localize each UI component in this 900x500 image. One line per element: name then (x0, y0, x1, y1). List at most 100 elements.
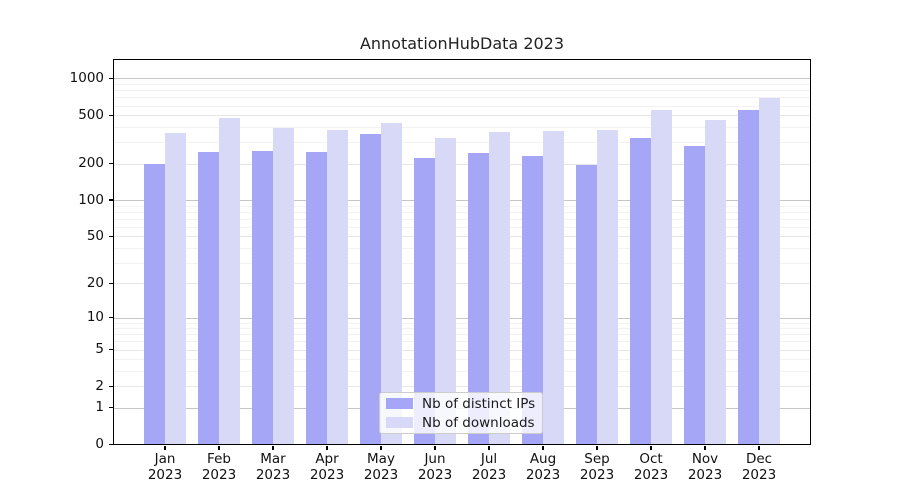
x-tick-label-feb: Feb 2023 (187, 451, 251, 483)
gridline-minor (113, 142, 811, 144)
x-tick-mark-jan (164, 445, 166, 450)
x-tick-label-month: Sep (584, 451, 610, 467)
x-tick-label-month: Jul (480, 451, 498, 467)
bar-aug-downloads (542, 131, 564, 445)
y-tick-mark-100 (108, 199, 114, 201)
gridline-minor (113, 126, 811, 128)
gridline-minor (113, 262, 811, 264)
bar-jun-downloads (434, 137, 456, 445)
x-tick-mark-mar (272, 445, 274, 450)
gridline-major-5 (113, 349, 811, 351)
x-tick-mark-jun (434, 445, 436, 450)
y-tick-mark-1000 (108, 77, 114, 79)
x-tick-mark-aug (542, 445, 544, 450)
gridline-major-200 (113, 163, 811, 165)
x-tick-label-year: 2023 (309, 467, 345, 483)
x-tick-label-month: Jun (424, 451, 446, 467)
y-tick-label-50: 50 (86, 227, 104, 244)
x-tick-label-year: 2023 (471, 467, 507, 483)
bar-apr-downloads (326, 130, 348, 445)
x-tick-label-year: 2023 (687, 467, 723, 483)
y-tick-mark-200 (108, 162, 114, 165)
y-tick-label-5: 5 (95, 341, 104, 358)
gridline-major-10 (113, 317, 811, 319)
gridline-minor (113, 90, 811, 92)
gridline-minor (113, 322, 811, 324)
y-tick-label-10: 10 (86, 309, 104, 325)
gridline-minor (113, 247, 811, 249)
bar-jan-distinct-ips (143, 163, 165, 445)
x-tick-label-nov: Nov 2023 (673, 451, 737, 483)
bar-aug-distinct-ips (521, 156, 543, 445)
y-tick-mark-1 (108, 407, 114, 409)
x-tick-mark-dec (758, 445, 760, 450)
x-tick-label-year: 2023 (417, 467, 453, 483)
y-tick-mark-0 (108, 443, 114, 446)
bar-mar-distinct-ips (251, 151, 273, 445)
gridline-minor (113, 205, 811, 207)
gridline-major-500 (113, 115, 811, 117)
y-tick-mark-500 (108, 114, 114, 116)
bar-apr-distinct-ips (305, 151, 327, 445)
x-tick-label-year: 2023 (363, 467, 399, 483)
legend-label-downloads: Nb of downloads (422, 414, 535, 431)
y-tick-label-2: 2 (95, 377, 104, 394)
gridline-minor (113, 84, 811, 85)
bar-may-downloads (380, 122, 402, 445)
gridline-minor (113, 97, 811, 99)
x-tick-label-year: 2023 (255, 467, 291, 483)
y-tick-label-20: 20 (86, 274, 104, 291)
x-tick-label-month: Apr (315, 451, 339, 467)
gridline-minor (113, 226, 811, 228)
plot-area (113, 59, 811, 445)
bar-mar-downloads (272, 128, 294, 445)
x-tick-label-apr: Apr 2023 (295, 451, 359, 483)
bar-sep-distinct-ips (575, 164, 597, 445)
x-tick-label-may: May 2023 (349, 451, 413, 483)
y-tick-label-100: 100 (78, 191, 104, 208)
y-tick-mark-2 (108, 385, 114, 387)
y-tick-mark-20 (108, 282, 114, 284)
x-tick-label-jun: Jun 2023 (403, 451, 467, 483)
x-tick-mark-nov (704, 445, 706, 450)
x-tick-label-mar: Mar 2023 (241, 451, 305, 483)
x-tick-label-dec: Dec 2023 (727, 451, 791, 483)
chart-title: AnnotationHubData 2023 (359, 34, 565, 53)
x-tick-label-sep: Sep 2023 (565, 451, 629, 483)
x-tick-label-year: 2023 (579, 467, 615, 483)
bar-feb-distinct-ips (197, 152, 219, 445)
y-tick-label-1000: 1000 (69, 69, 104, 86)
x-tick-mark-may (380, 445, 382, 450)
x-tick-label-month: Mar (260, 451, 286, 467)
gridline-major-100 (113, 200, 811, 201)
gridline-major-20 (113, 283, 811, 285)
x-tick-mark-apr (326, 445, 328, 450)
bar-jan-downloads (164, 133, 186, 445)
legend-item-distinct-ips: Nb of distinct IPs (386, 396, 536, 412)
bar-feb-downloads (218, 118, 240, 445)
legend-label-distinct-ips: Nb of distinct IPs (422, 395, 536, 412)
x-tick-label-year: 2023 (525, 467, 561, 483)
x-tick-label-month: Feb (207, 451, 231, 467)
bar-jul-downloads (488, 131, 510, 445)
gridline-minor (113, 105, 811, 107)
x-tick-label-jan: Jan 2023 (133, 451, 197, 483)
gridline-minor (113, 211, 811, 213)
bar-dec-distinct-ips (737, 109, 759, 445)
bar-dec-downloads (758, 97, 780, 445)
x-tick-label-month: May (367, 451, 395, 467)
x-tick-mark-jul (488, 445, 490, 450)
legend-swatch-distinct-ips (386, 398, 413, 409)
gridline-major-1000 (113, 78, 811, 80)
x-tick-mark-oct (650, 445, 652, 450)
x-tick-label-month: Jan (154, 451, 176, 467)
bar-nov-downloads (704, 119, 726, 445)
bar-jun-distinct-ips (413, 157, 435, 445)
x-tick-label-month: Nov (691, 451, 719, 467)
gridline-minor (113, 334, 811, 336)
x-tick-label-year: 2023 (741, 467, 777, 483)
x-tick-label-year: 2023 (201, 467, 237, 483)
x-tick-label-year: 2023 (147, 467, 183, 483)
gridline-minor (113, 328, 811, 330)
legend-item-downloads: Nb of downloads (386, 415, 536, 431)
